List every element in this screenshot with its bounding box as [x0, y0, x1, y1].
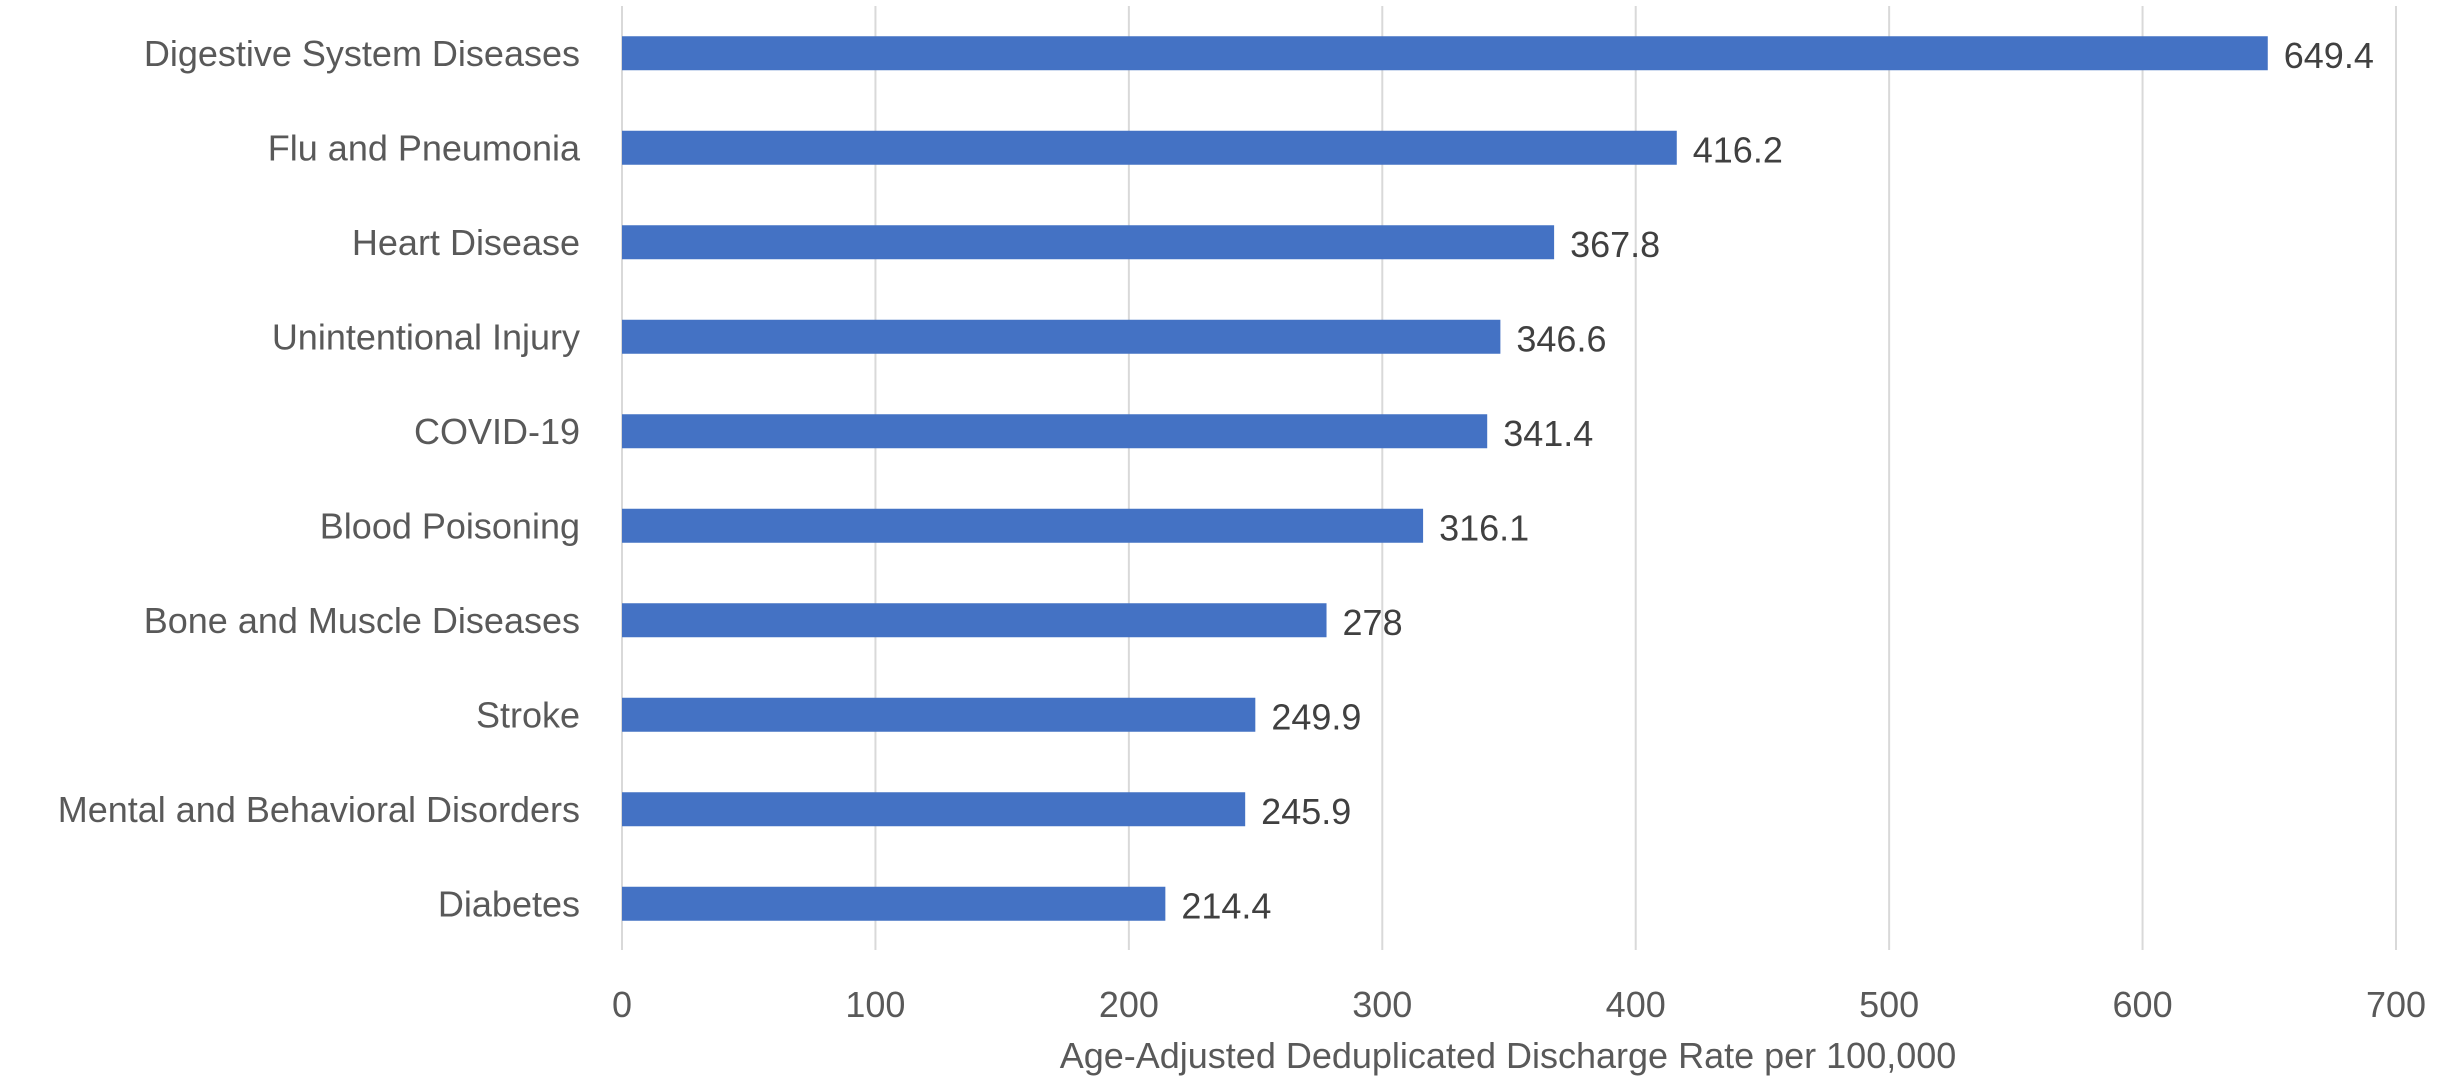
bars	[622, 36, 2268, 921]
data-label: 341.4	[1503, 413, 1593, 454]
data-label: 249.9	[1271, 696, 1361, 737]
category-label: Blood Poisoning	[320, 505, 580, 546]
data-label: 316.1	[1439, 507, 1529, 548]
x-axis-tick-labels: 0 100 200 300 400 500 600 700	[612, 984, 2426, 1025]
x-tick-label: 600	[2113, 984, 2173, 1025]
x-tick-label: 400	[1606, 984, 1666, 1025]
data-label: 416.2	[1693, 129, 1783, 170]
x-tick-label: 0	[612, 984, 632, 1025]
bar	[622, 130, 1677, 165]
data-label: 278	[1343, 602, 1403, 643]
x-tick-label: 200	[1099, 984, 1159, 1025]
x-axis-title: Age-Adjusted Deduplicated Discharge Rate…	[1060, 1035, 1957, 1076]
x-tick-label: 300	[1352, 984, 1412, 1025]
category-label: Digestive System Diseases	[144, 33, 580, 74]
category-label: Heart Disease	[352, 222, 580, 263]
data-label: 245.9	[1261, 791, 1351, 832]
bar	[622, 36, 2268, 71]
bar	[622, 319, 1501, 354]
bar	[622, 508, 1424, 543]
x-tick-label: 500	[1859, 984, 1919, 1025]
bar	[622, 886, 1166, 921]
data-label: 214.4	[1181, 885, 1271, 926]
data-label: 346.6	[1516, 318, 1606, 359]
data-label: 649.4	[2284, 35, 2374, 76]
data-label: 367.8	[1570, 224, 1660, 265]
x-tick-label: 100	[845, 984, 905, 1025]
category-label: Mental and Behavioral Disorders	[58, 789, 580, 830]
category-label: COVID-19	[414, 411, 580, 452]
x-tick-label: 700	[2366, 984, 2426, 1025]
bar	[622, 792, 1246, 827]
category-label: Bone and Muscle Diseases	[144, 600, 580, 641]
bar	[622, 697, 1256, 732]
bar	[622, 603, 1327, 638]
category-label: Flu and Pneumonia	[268, 127, 581, 168]
category-labels: Digestive System Diseases Flu and Pneumon…	[58, 33, 581, 925]
category-label: Diabetes	[438, 883, 580, 924]
data-labels: 649.4 416.2 367.8 346.6 341.4 316.1 278 249.9 24…	[1181, 35, 2374, 927]
category-label: Stroke	[476, 694, 580, 735]
category-label: Unintentional Injury	[272, 316, 580, 357]
bar	[622, 414, 1488, 449]
bar	[622, 225, 1555, 260]
